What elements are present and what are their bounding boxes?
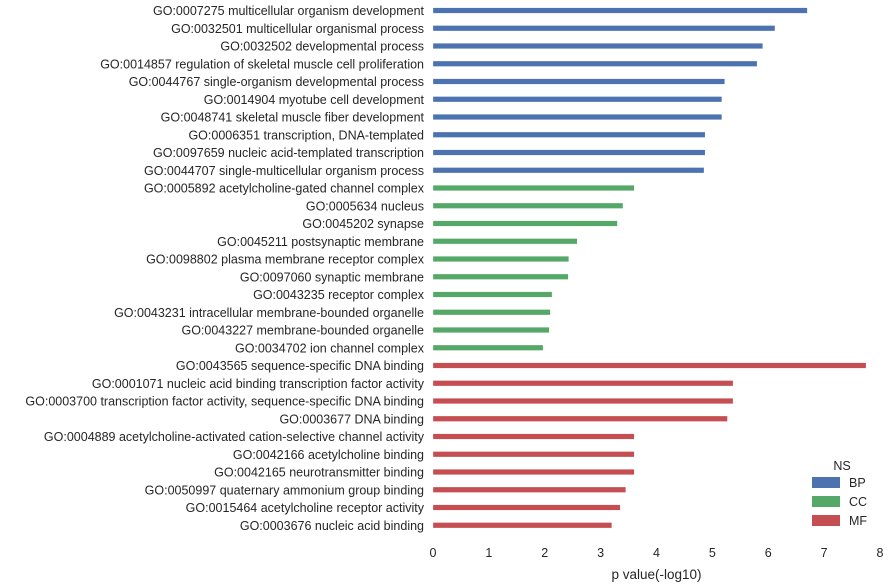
bar-go-0003677 [432, 415, 728, 422]
category-label: GO:0003677 DNA binding [279, 412, 424, 426]
category-label: GO:0034702 ion channel complex [235, 341, 425, 355]
category-label: GO:0014857 regulation of skeletal muscle… [100, 57, 424, 71]
x-tick-label: 0 [430, 546, 437, 560]
category-label: GO:0045211 postsynaptic membrane [217, 235, 424, 249]
category-label: GO:0050997 quaternary ammonium group bin… [145, 483, 424, 497]
bar-go-0045211 [432, 238, 578, 245]
category-label: GO:0003700 transcription factor activity… [25, 395, 424, 409]
category-label: GO:0005892 acetylcholine-gated channel c… [144, 182, 425, 196]
category-label: GO:0001071 nucleic acid binding transcri… [92, 377, 425, 391]
category-label: GO:0043565 sequence-specific DNA binding [176, 359, 424, 373]
bar-go-0042166 [432, 451, 635, 458]
bar-go-0014857 [432, 60, 758, 67]
bar-go-0043231 [432, 309, 551, 316]
x-tick-label: 8 [877, 546, 884, 560]
legend-entries: BP CC MF [812, 476, 867, 528]
category-labels: GO:0007275 multicellular organism develo… [25, 4, 424, 533]
legend-swatch-mf [812, 515, 840, 526]
x-tick-label: 4 [653, 546, 660, 560]
category-label: GO:0098802 plasma membrane receptor comp… [146, 253, 425, 267]
category-label: GO:0007275 multicellular organism develo… [153, 4, 425, 18]
bar-go-0004889 [432, 433, 635, 440]
bar-go-0034702 [432, 344, 544, 351]
bar-go-0014904 [432, 96, 723, 103]
category-label: GO:0005634 nucleus [306, 199, 424, 213]
bar-go-0044767 [432, 78, 725, 85]
bar-go-0003676 [432, 522, 612, 529]
category-label: GO:0014904 myotube cell development [204, 93, 425, 107]
category-label: GO:0045202 synapse [302, 217, 424, 231]
x-axis-label: p value(-log10) [611, 567, 701, 582]
bar-go-0007275 [432, 7, 808, 14]
bar-go-0097659 [432, 149, 706, 156]
legend-swatch-cc [812, 496, 840, 507]
category-label: GO:0097060 synaptic membrane [240, 270, 424, 284]
bar-go-0001071 [432, 380, 734, 387]
legend-label-bp: BP [849, 476, 866, 490]
bar-go-0043227 [432, 327, 550, 333]
x-tick-label: 5 [709, 546, 716, 560]
category-label: GO:0097659 nucleic acid-templated transc… [153, 146, 424, 160]
bar-go-0043565 [432, 362, 867, 369]
category-label: GO:0006351 transcription, DNA-templated [188, 128, 424, 142]
legend-swatch-bp [812, 477, 840, 488]
bar-go-0048741 [432, 114, 723, 120]
bar-go-0032502 [432, 43, 763, 49]
bar-go-0098802 [432, 256, 569, 262]
category-label: GO:0003676 nucleic acid binding [240, 519, 424, 533]
bar-go-0005634 [432, 202, 624, 209]
legend: NS BP CC MF [812, 459, 867, 528]
x-tick-label: 3 [597, 546, 604, 560]
bar-go-0044707 [432, 167, 705, 174]
category-label: GO:0032501 multicellular organismal proc… [171, 22, 424, 36]
bar-go-0015464 [432, 504, 621, 511]
category-label: GO:0043231 intracellular membrane-bounde… [114, 306, 424, 320]
legend-label-cc: CC [849, 495, 867, 509]
bar-go-0043235 [432, 291, 553, 298]
legend-label-mf: MF [849, 514, 867, 528]
category-label: GO:0044707 single-multicellular organism… [144, 164, 424, 178]
bar-go-0042165 [432, 469, 635, 475]
bar-go-0097060 [432, 273, 569, 280]
bar-go-0045202 [432, 220, 618, 227]
legend-title: NS [833, 459, 850, 473]
x-tick-label: 6 [765, 546, 772, 560]
bar-go-0005892 [432, 185, 635, 191]
x-tick-label: 1 [485, 546, 492, 560]
category-label: GO:0043227 membrane-bounded organelle [181, 324, 424, 338]
category-label: GO:0004889 acetylcholine-activated catio… [44, 430, 425, 444]
category-label: GO:0042165 neurotransmitter binding [214, 466, 424, 480]
x-tick-label: 7 [821, 546, 828, 560]
category-label: GO:0044767 single-organism developmental… [129, 75, 424, 89]
category-label: GO:0015464 acetylcholine receptor activi… [186, 501, 425, 515]
category-label: GO:0042166 acetylcholine binding [233, 448, 424, 462]
bar-go-0050997 [432, 486, 626, 493]
bar-go-0006351 [432, 131, 706, 138]
bar-go-0032501 [432, 25, 776, 32]
category-label: GO:0032502 developmental process [220, 40, 424, 54]
bars-layer [432, 7, 867, 529]
x-tick-label: 2 [541, 546, 548, 560]
category-label: GO:0043235 receptor complex [253, 288, 425, 302]
category-label: GO:0048741 skeletal muscle fiber develop… [161, 111, 425, 125]
x-axis-ticks: 0 1 2 3 4 5 6 7 8 [430, 546, 884, 560]
bar-go-0003700 [432, 398, 734, 404]
